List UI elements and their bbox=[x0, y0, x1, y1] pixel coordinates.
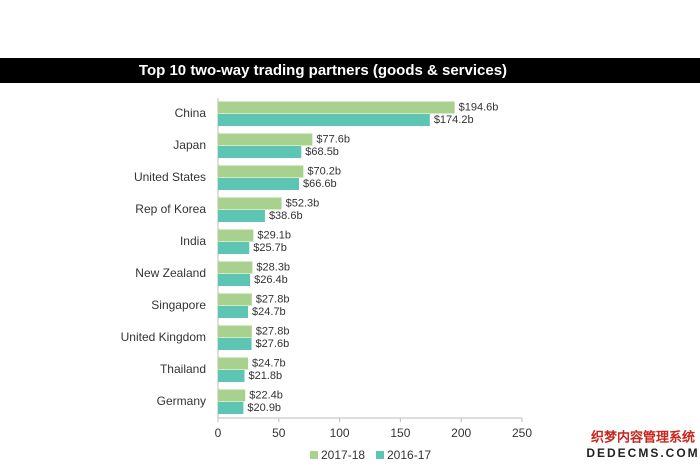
bar bbox=[218, 389, 246, 402]
legend-label: 2016-17 bbox=[387, 448, 431, 462]
bar bbox=[218, 210, 265, 222]
y-tick-label: Thailand bbox=[160, 362, 206, 376]
value-label: $52.3b bbox=[286, 198, 320, 210]
value-label: $70.2b bbox=[307, 166, 341, 178]
value-label: $77.6b bbox=[316, 134, 350, 146]
y-tick-label: United States bbox=[134, 170, 206, 184]
bar bbox=[218, 306, 249, 318]
y-tick-label: China bbox=[175, 106, 207, 120]
bar bbox=[218, 261, 253, 274]
value-label: $25.7b bbox=[253, 242, 287, 254]
x-tick-label: 50 bbox=[272, 426, 286, 440]
bar bbox=[218, 229, 254, 242]
bar bbox=[218, 402, 244, 414]
value-label: $27.8b bbox=[256, 326, 290, 338]
value-label: $24.7b bbox=[252, 306, 286, 318]
watermark: 织梦内容管理系统 bbox=[591, 429, 695, 444]
bar bbox=[218, 242, 250, 254]
y-tick-label: Singapore bbox=[151, 298, 206, 312]
value-label: $38.6b bbox=[269, 210, 303, 222]
value-label: $21.8b bbox=[249, 370, 283, 382]
value-label: $68.5b bbox=[305, 146, 339, 158]
x-tick-label: 200 bbox=[451, 426, 471, 440]
bar bbox=[218, 165, 304, 178]
y-tick-label: Japan bbox=[173, 138, 206, 152]
x-tick-label: 0 bbox=[215, 426, 222, 440]
value-label: $66.6b bbox=[303, 178, 337, 190]
bar bbox=[218, 101, 455, 114]
value-label: $24.7b bbox=[252, 358, 286, 370]
bar bbox=[218, 133, 313, 146]
bar bbox=[218, 357, 249, 370]
bar bbox=[218, 325, 252, 338]
y-tick-label: New Zealand bbox=[135, 266, 206, 280]
bar bbox=[218, 293, 252, 306]
title-bar bbox=[0, 58, 700, 83]
bar bbox=[218, 146, 302, 158]
y-tick-label: United Kingdom bbox=[121, 330, 206, 344]
bar bbox=[218, 370, 245, 382]
value-label: $27.6b bbox=[256, 338, 290, 350]
legend-label: 2017-18 bbox=[321, 448, 365, 462]
legend-swatch bbox=[310, 451, 318, 459]
value-label: $28.3b bbox=[256, 262, 290, 274]
bar bbox=[218, 274, 251, 286]
bar bbox=[218, 197, 282, 210]
value-label: $20.9b bbox=[247, 402, 281, 414]
bar bbox=[218, 178, 299, 190]
legend-swatch bbox=[376, 451, 384, 459]
bar bbox=[218, 338, 252, 350]
x-tick-label: 150 bbox=[390, 426, 410, 440]
value-label: $174.2b bbox=[434, 114, 474, 126]
y-tick-label: India bbox=[180, 234, 206, 248]
bar bbox=[218, 114, 430, 126]
watermark: DEDECMS.COM bbox=[586, 446, 699, 460]
value-label: $22.4b bbox=[249, 390, 283, 402]
value-label: $27.8b bbox=[256, 294, 290, 306]
value-label: $194.6b bbox=[459, 102, 499, 114]
chart-title: Top 10 two-way trading partners (goods &… bbox=[139, 62, 507, 79]
y-tick-label: Germany bbox=[157, 394, 206, 408]
x-tick-label: 250 bbox=[512, 426, 532, 440]
value-label: $26.4b bbox=[254, 274, 288, 286]
y-tick-label: Rep of Korea bbox=[135, 202, 206, 216]
x-tick-label: 100 bbox=[330, 426, 350, 440]
value-label: $29.1b bbox=[257, 230, 291, 242]
